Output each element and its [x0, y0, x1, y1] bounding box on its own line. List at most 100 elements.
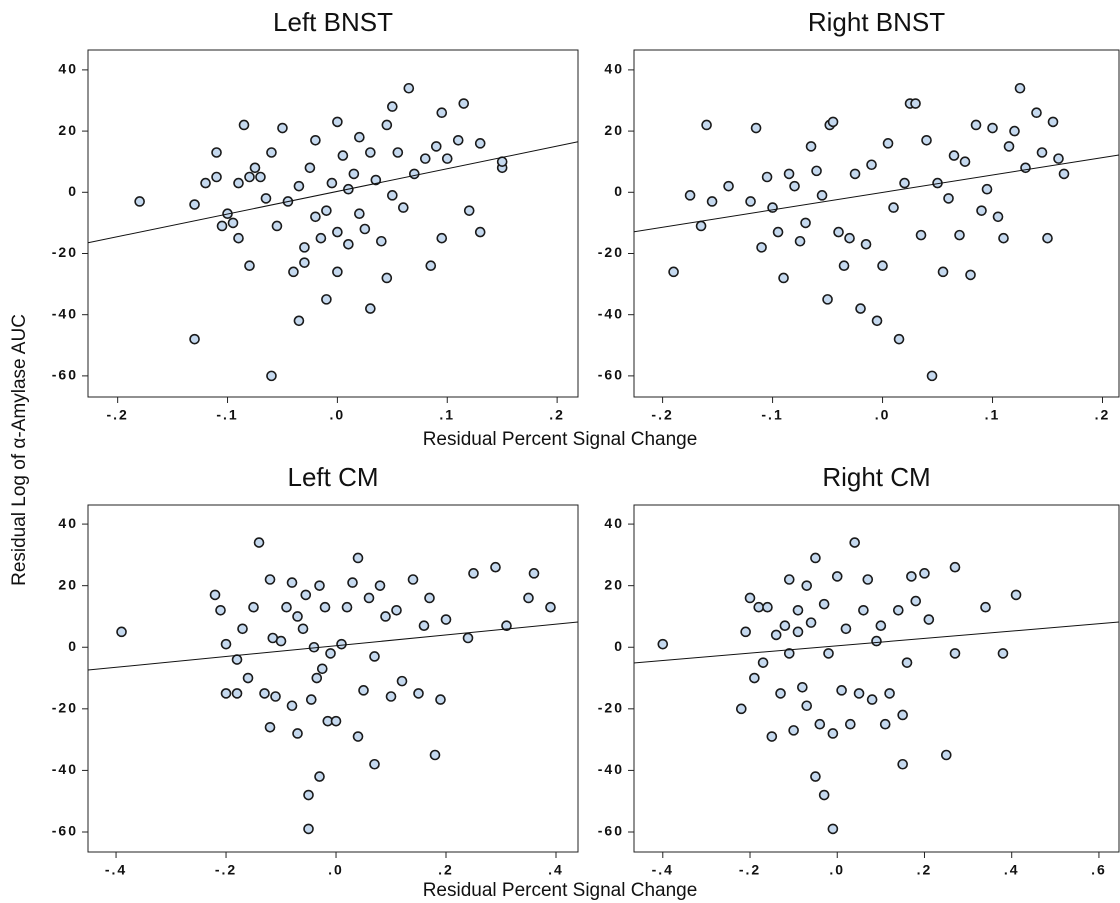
point	[321, 294, 332, 305]
point	[260, 193, 272, 204]
point	[310, 211, 321, 223]
point	[440, 614, 452, 625]
fit-line	[87, 621, 579, 671]
point	[783, 648, 795, 659]
point	[794, 235, 806, 247]
point	[756, 242, 767, 253]
point	[761, 171, 773, 183]
point	[336, 638, 347, 650]
fit-line	[633, 154, 1120, 233]
point	[189, 199, 200, 210]
point	[897, 758, 908, 770]
point	[292, 611, 303, 622]
point	[316, 663, 328, 675]
point	[788, 725, 799, 736]
point	[409, 168, 420, 180]
chart-title: Right CM	[822, 462, 930, 492]
point	[233, 232, 244, 244]
point	[818, 598, 830, 610]
point	[970, 119, 982, 131]
point	[297, 623, 309, 635]
y-tick-label: -60	[52, 823, 78, 839]
y-tick-label: 20	[58, 576, 78, 592]
point	[775, 688, 786, 699]
point	[997, 648, 1009, 659]
point	[332, 116, 343, 128]
point	[1009, 125, 1020, 137]
point	[940, 749, 952, 761]
point	[286, 577, 298, 588]
point	[860, 239, 872, 250]
point	[893, 333, 905, 345]
point	[277, 122, 288, 134]
point	[220, 638, 232, 650]
point	[337, 150, 349, 161]
x-tick-label: .2	[549, 407, 565, 423]
point	[310, 134, 321, 146]
point	[893, 605, 904, 616]
point	[800, 217, 811, 229]
point	[810, 771, 821, 782]
point	[248, 601, 259, 613]
y-tick-label: 40	[58, 515, 78, 531]
point	[299, 257, 310, 268]
point	[888, 202, 899, 213]
point	[255, 171, 266, 183]
point	[200, 177, 211, 189]
point	[750, 122, 762, 134]
point	[134, 196, 145, 207]
point	[264, 574, 276, 585]
x-axis-label: Residual Percent Signal Change	[423, 880, 698, 901]
point	[358, 685, 369, 696]
point	[354, 208, 365, 220]
point	[1058, 168, 1070, 180]
point	[385, 691, 397, 702]
point	[231, 654, 243, 665]
point	[281, 601, 292, 613]
point	[840, 623, 852, 635]
x-tick-label: -.4	[652, 862, 674, 878]
point	[1031, 107, 1042, 119]
point	[381, 272, 393, 284]
point	[359, 223, 371, 235]
point	[805, 617, 817, 628]
x-tick-label: -.4	[105, 862, 127, 878]
y-tick-label: 20	[604, 576, 624, 592]
point	[976, 205, 987, 216]
point	[314, 580, 325, 591]
point	[501, 620, 512, 631]
point	[424, 592, 435, 604]
point	[233, 177, 244, 189]
point	[220, 688, 232, 699]
point	[352, 731, 364, 742]
y-tick-label: -60	[598, 367, 624, 383]
point	[253, 537, 265, 548]
point	[419, 153, 431, 164]
y-tick-label: -20	[52, 700, 78, 716]
point	[757, 657, 769, 668]
fit-line	[633, 621, 1120, 664]
point	[474, 226, 486, 238]
x-tick-label: .1	[439, 407, 455, 423]
point	[264, 722, 276, 733]
point	[363, 592, 375, 604]
point	[380, 611, 391, 622]
point	[858, 605, 869, 616]
point	[827, 728, 839, 739]
point	[879, 718, 891, 730]
point	[435, 694, 446, 705]
point	[244, 171, 255, 183]
point	[778, 272, 789, 284]
x-tick-label: .2	[917, 862, 933, 878]
point	[668, 266, 679, 278]
point	[293, 315, 305, 327]
point	[949, 648, 961, 659]
point	[816, 190, 828, 201]
point	[981, 183, 993, 195]
point	[425, 260, 437, 272]
point	[303, 789, 314, 801]
point	[288, 266, 299, 278]
point	[915, 229, 927, 241]
point	[845, 718, 856, 730]
